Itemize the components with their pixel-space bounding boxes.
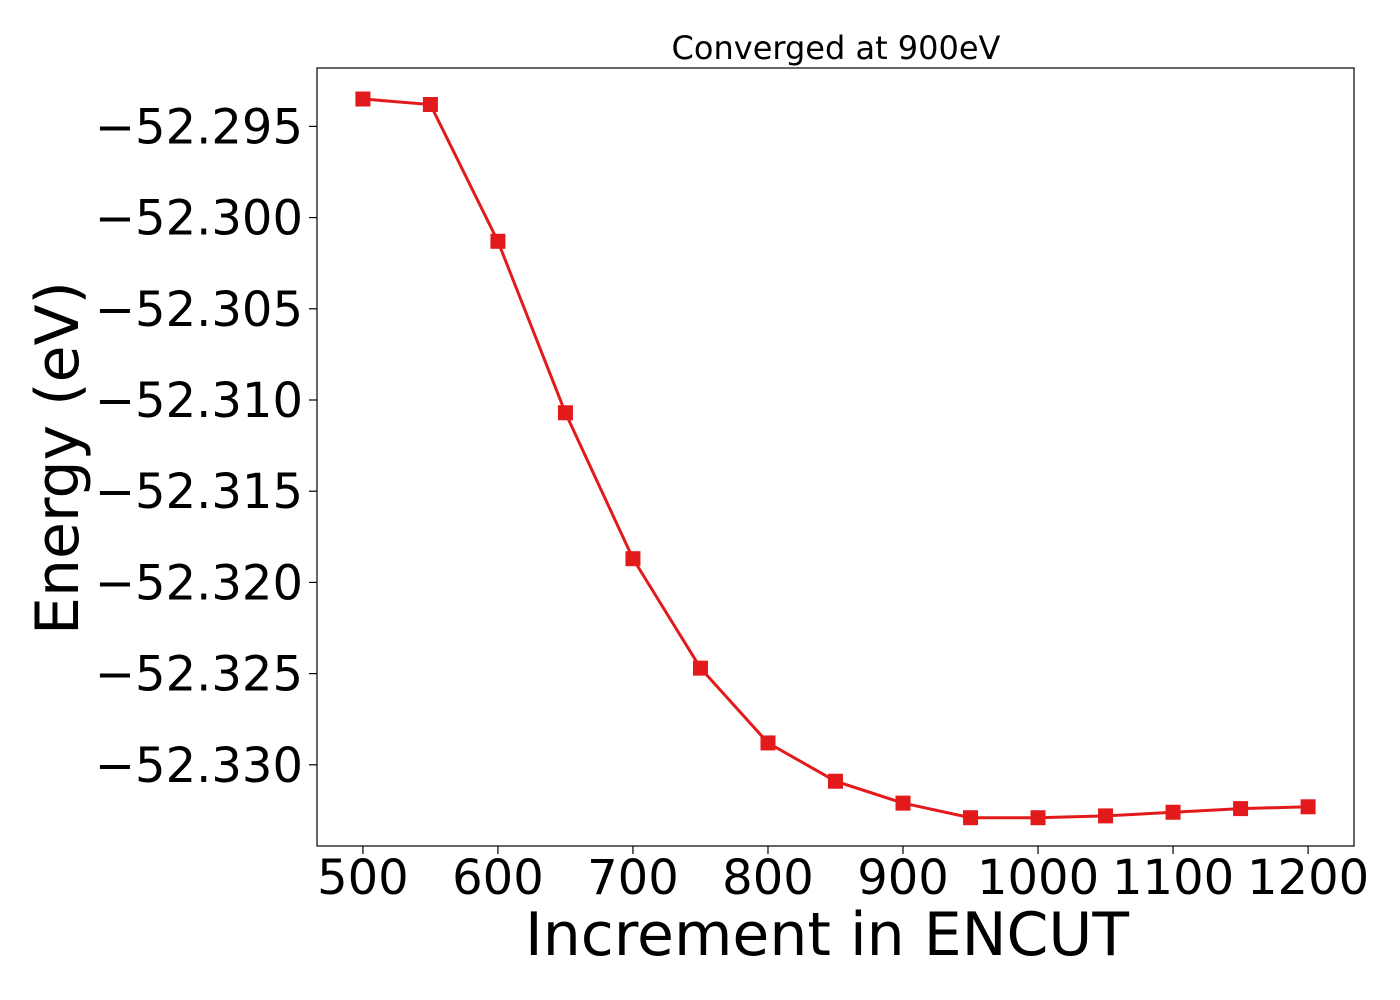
data-point-marker <box>1233 801 1249 817</box>
y-tick-label: −52.305 <box>95 282 303 338</box>
x-tick-label: 1100 <box>1112 850 1234 906</box>
data-point-marker <box>692 660 708 676</box>
data-point-marker <box>760 735 776 751</box>
data-point-marker <box>895 795 911 811</box>
y-axis-label: Energy (eV) <box>23 281 93 635</box>
data-point-marker <box>963 810 979 826</box>
x-tick-label: 500 <box>317 850 409 906</box>
plot-area <box>355 91 1316 826</box>
x-axis: 500 600 700 800 900 1000 1100 1200 <box>317 846 1369 906</box>
chart-title: Converged at 900eV <box>672 29 1001 67</box>
x-tick-label: 700 <box>587 850 679 906</box>
data-point-marker <box>625 551 641 567</box>
y-tick-label: −52.320 <box>95 555 303 611</box>
data-point-marker <box>828 773 843 789</box>
data-point-marker <box>1300 799 1316 815</box>
x-axis-label: Increment in ENCUT <box>525 900 1129 970</box>
data-point-marker <box>422 96 438 112</box>
x-tick-label: 900 <box>857 850 949 906</box>
plot-frame <box>316 67 1355 847</box>
data-point-marker <box>1165 804 1181 820</box>
data-point-marker <box>1030 810 1046 826</box>
y-tick-label: −52.310 <box>95 373 303 429</box>
data-point-marker <box>355 91 371 107</box>
y-axis: −52.295 −52.300 −52.305 −52.310 −52.315 −52.3… <box>95 99 317 794</box>
y-tick-label: −52.295 <box>95 99 303 155</box>
data-point-marker <box>490 233 506 249</box>
data-point-marker <box>1098 808 1114 824</box>
data-point-marker <box>557 405 573 421</box>
y-tick-label: −52.300 <box>95 191 303 247</box>
x-tick-label: 600 <box>452 850 544 906</box>
y-tick-label: −52.315 <box>95 464 303 520</box>
x-tick-label: 1000 <box>977 850 1099 906</box>
x-tick-label: 800 <box>722 850 814 906</box>
y-tick-label: −52.325 <box>95 647 303 703</box>
x-tick-label: 1200 <box>1247 850 1369 906</box>
y-tick-label: −52.330 <box>95 738 303 794</box>
